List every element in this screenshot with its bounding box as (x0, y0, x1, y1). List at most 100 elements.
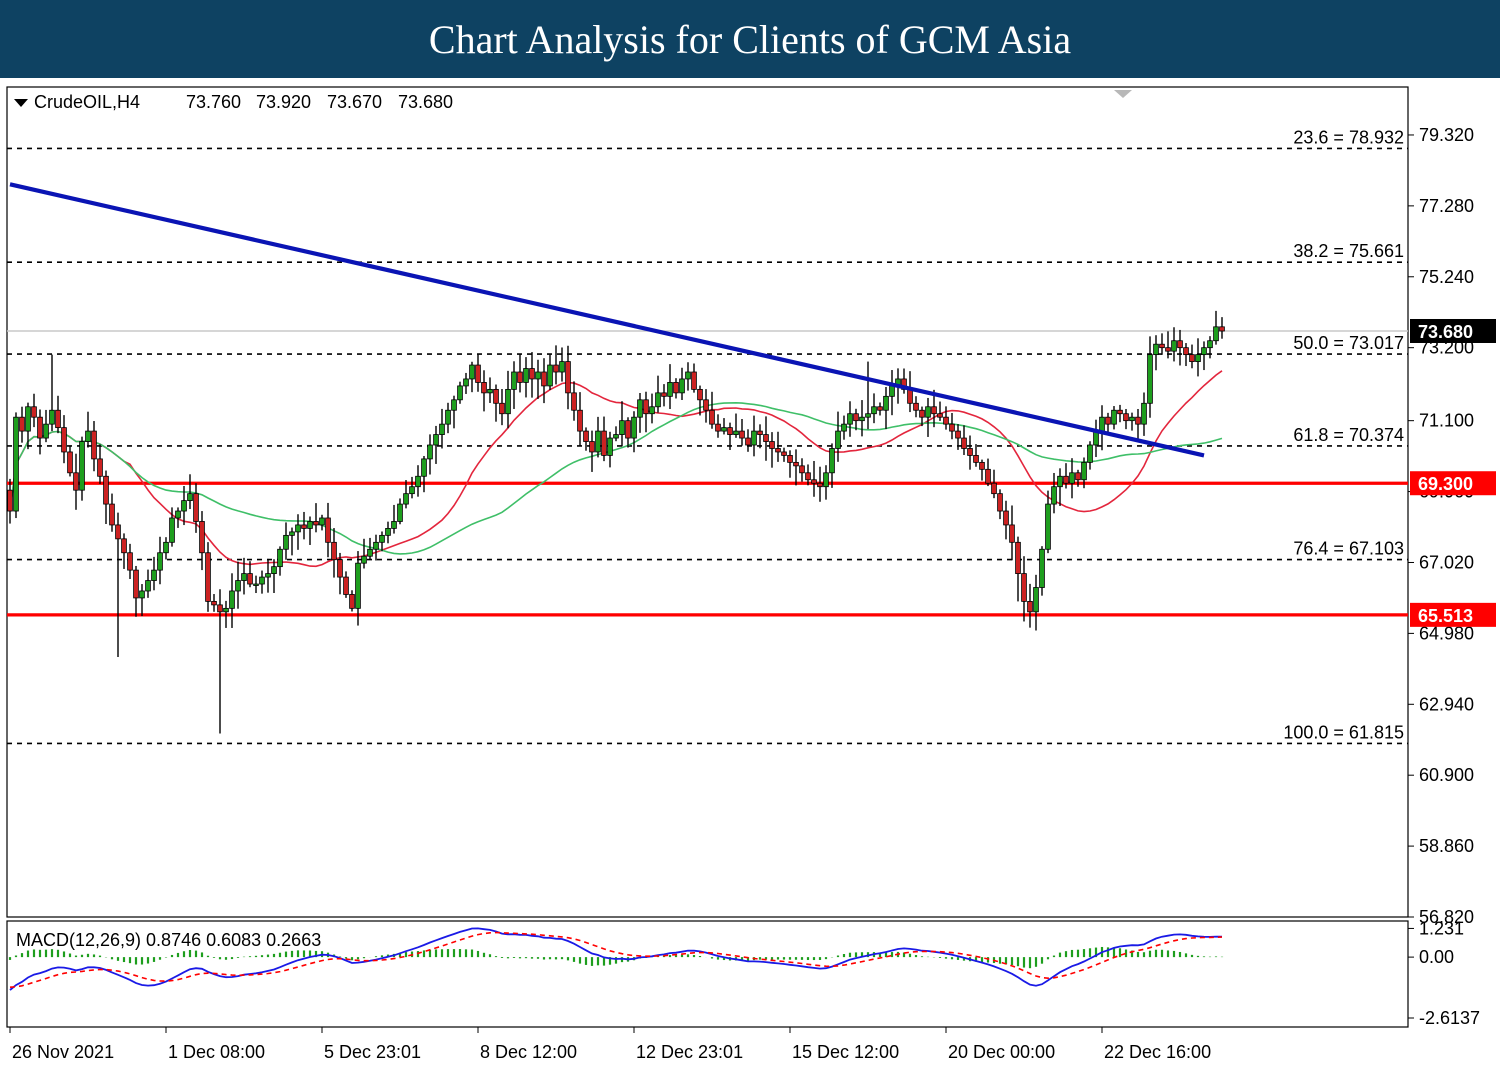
candle-bearish (745, 437, 751, 446)
candle-bearish (853, 413, 859, 422)
candle-bearish (115, 524, 121, 540)
candle-bullish (49, 409, 55, 425)
candle-bearish (919, 409, 925, 418)
candle-bearish (55, 409, 61, 429)
candle-bullish (505, 388, 511, 415)
shift-marker-icon[interactable] (1114, 90, 1132, 98)
price-axis: 79.32077.28075.24073.20071.10069.06067.0… (1408, 125, 1496, 927)
y-tick-label: 71.100 (1419, 411, 1474, 431)
y-tick-label: 77.280 (1419, 196, 1474, 216)
candle-bullish (1153, 343, 1159, 356)
candle-bullish (439, 423, 445, 435)
candle-bearish (907, 388, 913, 404)
macd-y-tick-label: 1.231 (1419, 918, 1464, 938)
candle-bearish (1015, 541, 1021, 574)
candle-bearish (967, 448, 973, 456)
y-tick-label: 67.020 (1419, 552, 1474, 572)
y-tick-label: 60.900 (1419, 765, 1474, 785)
candle-bullish (1201, 347, 1207, 356)
candle-bullish (1081, 461, 1087, 481)
candle-bullish (847, 413, 853, 425)
candle-bullish (427, 444, 433, 460)
candle-bullish (403, 493, 409, 505)
candle-bearish (727, 427, 733, 435)
candle-bullish (607, 437, 613, 456)
candle-bearish (205, 552, 211, 602)
candle-bearish (193, 493, 199, 522)
moving-average-line (9, 401, 1223, 555)
macd-y-tick-label: -2.6137 (1419, 1008, 1480, 1028)
candle-bullish (391, 521, 397, 529)
candle-bearish (1063, 475, 1069, 484)
candle-bullish (1087, 444, 1093, 463)
macd-plot-frame (6, 920, 1409, 1028)
level-price-tag (1410, 602, 1496, 627)
candle-bearish (781, 451, 787, 456)
candle-bearish (1027, 601, 1033, 613)
level-price-tag-label: 69.300 (1418, 474, 1473, 494)
candle-bullish (397, 503, 403, 522)
candle-bearish (661, 392, 667, 397)
candle-bullish (841, 423, 847, 432)
candle-bullish (415, 475, 421, 488)
candle-bearish (37, 416, 43, 439)
candle-bearish (109, 503, 115, 526)
candle-bearish (337, 559, 343, 578)
candle-bullish (307, 521, 313, 529)
candle-bearish (1159, 343, 1165, 349)
candle-bullish (685, 371, 691, 380)
candle-bearish (217, 604, 223, 613)
x-tick-label: 5 Dec 23:01 (324, 1042, 421, 1062)
fibonacci-layer: 23.6 = 78.932 38.2 = 75.661 50.0 = 73.017 6… (7, 127, 1408, 745)
candle-bearish (91, 430, 97, 460)
candle-bearish (805, 472, 811, 481)
candle-bullish (1207, 340, 1213, 349)
trendline (9, 182, 1205, 458)
candle-bearish (799, 465, 805, 474)
candle-bearish (997, 493, 1003, 512)
candle-bullish (1171, 340, 1177, 352)
candle-bearish (133, 569, 139, 599)
candle-bullish (319, 517, 325, 526)
candle-bearish (103, 475, 109, 505)
candle-bearish (199, 521, 205, 554)
candle-bearish (331, 541, 337, 561)
candle-bullish (235, 580, 241, 592)
candle-bullish (613, 434, 619, 439)
candle-bullish (277, 548, 283, 568)
trendline-layer (9, 182, 1205, 458)
candle-bearish (349, 594, 355, 609)
candle-bullish (157, 552, 163, 571)
candle-bullish (421, 458, 427, 477)
chart-header-close: 73.680 (398, 92, 453, 112)
candle-bearish (1003, 510, 1009, 526)
candle-bullish (559, 361, 565, 373)
fib-level-label: 61.8 = 70.374 (1293, 425, 1404, 445)
candle-bullish (289, 531, 295, 536)
chart-header-open: 73.760 (186, 92, 241, 112)
candle-bearish (691, 371, 697, 390)
candle-bearish (877, 406, 883, 411)
candle-bullish (1051, 486, 1057, 505)
dropdown-triangle-icon[interactable] (14, 99, 28, 107)
candle-bearish (343, 576, 349, 595)
banner (0, 0, 1500, 78)
candle-bearish (793, 461, 799, 467)
candle-bearish (7, 489, 13, 512)
candle-bullish (835, 430, 841, 449)
candle-bearish (769, 441, 775, 449)
chart-area: 23.6 = 78.932 38.2 = 75.661 50.0 = 73.017 6… (6, 86, 1496, 1062)
candle-bullish (229, 590, 235, 609)
candle-bullish (25, 406, 31, 432)
candle-bullish (253, 583, 259, 586)
candle-bullish (1099, 416, 1105, 432)
y-tick-label: 64.980 (1419, 623, 1474, 643)
candle-bullish (445, 409, 451, 425)
candle-bearish (703, 399, 709, 411)
candle-bullish (223, 607, 229, 613)
candle-bearish (493, 388, 499, 404)
candle-bearish (1165, 347, 1171, 352)
candle-bullish (169, 517, 175, 543)
last-price-tag (1410, 318, 1496, 343)
candle-bearish (625, 420, 631, 439)
